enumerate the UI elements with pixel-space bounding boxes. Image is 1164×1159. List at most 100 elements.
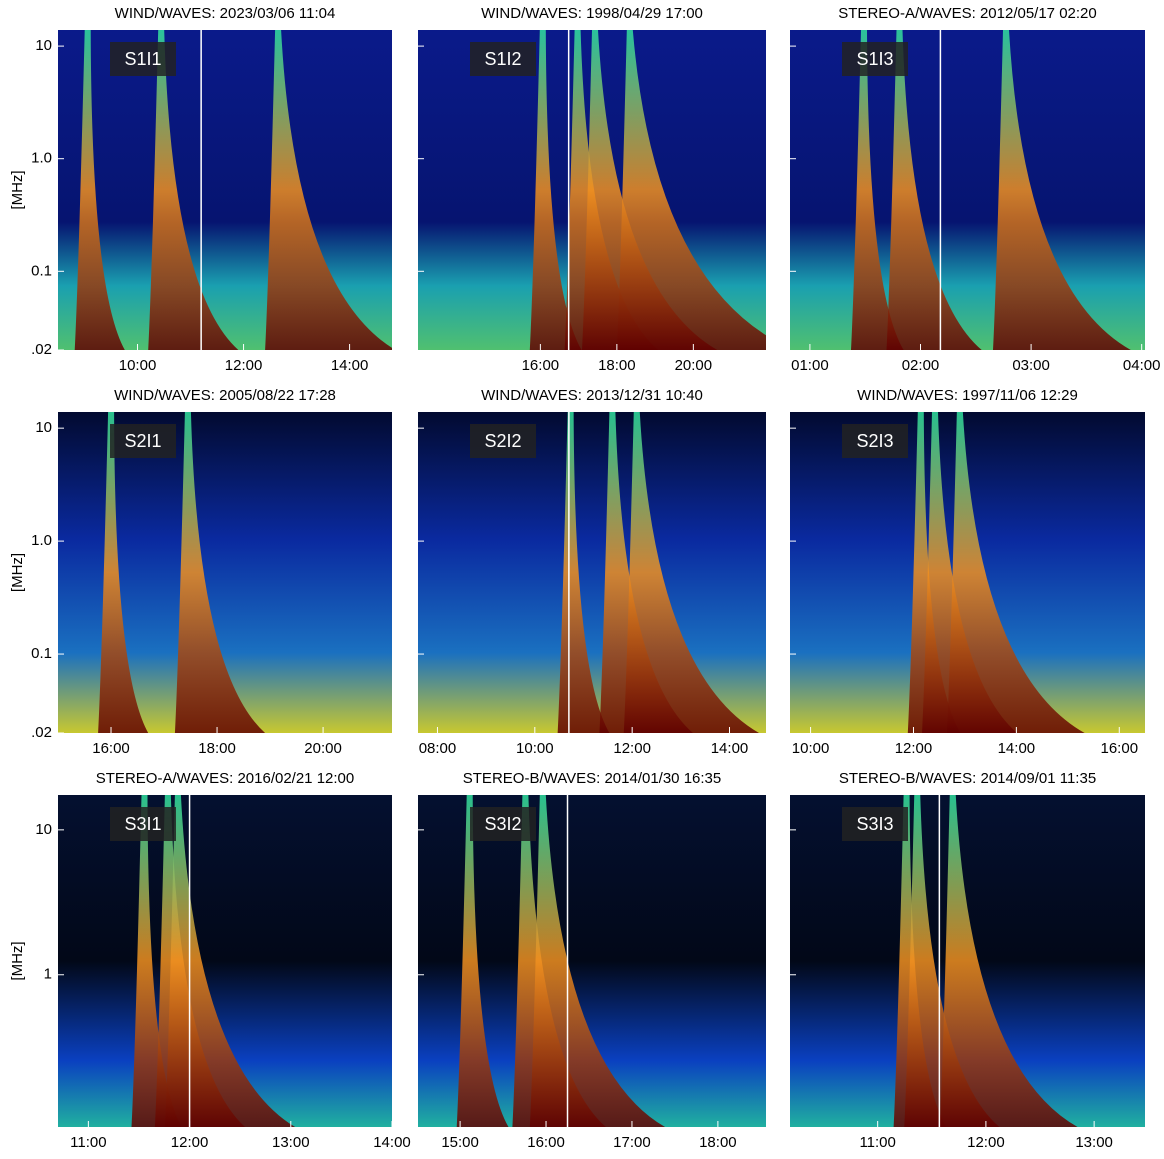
burst [74, 30, 125, 350]
spectrogram-image [790, 412, 1145, 733]
burst [529, 795, 666, 1127]
y-tick-label: 1.0 [31, 532, 52, 549]
x-tick-label: 12:00 [171, 1134, 209, 1151]
y-tick-label: .02 [31, 724, 52, 741]
y-axis-label: [MHz] [9, 941, 26, 980]
x-tick-label: 01:00 [791, 357, 829, 374]
burst [174, 412, 266, 733]
x-tick-label: 18:00 [699, 1134, 737, 1151]
burst [148, 30, 239, 350]
annotation-box [842, 424, 908, 458]
x-tick-label: 14:00 [373, 1134, 411, 1151]
panel: STEREO-B/WAVES: 2014/01/30 16:35 S3I2 15:0… [418, 770, 766, 1151]
x-tick-label: 14:00 [998, 740, 1036, 757]
x-tick-label: 04:00 [1123, 357, 1161, 374]
panel-title: STEREO-B/WAVES: 2014/09/01 11:35 [839, 770, 1096, 787]
burst [456, 795, 509, 1127]
burst [993, 30, 1131, 350]
spectrogram-image [790, 30, 1145, 350]
panel-title: STEREO-B/WAVES: 2014/01/30 16:35 [463, 770, 721, 787]
x-tick-label: 18:00 [598, 357, 636, 374]
burst [616, 30, 766, 350]
x-tick-label: 10:00 [516, 740, 554, 757]
annotation: S3I1 [124, 814, 161, 834]
spectrogram-image [58, 795, 392, 1127]
x-tick-label: 11:00 [70, 1134, 106, 1151]
x-tick-label: 02:00 [902, 357, 940, 374]
background [790, 30, 1145, 350]
x-tick-label: 16:00 [527, 1134, 565, 1151]
burst [851, 30, 904, 350]
burst [886, 30, 982, 350]
annotation-box [470, 424, 536, 458]
x-tick-label: 15:00 [441, 1134, 479, 1151]
burst [904, 795, 1000, 1127]
x-tick-label: 20:00 [675, 357, 713, 374]
x-tick-label: 20:00 [304, 740, 342, 757]
x-tick-label: 12:00 [225, 357, 263, 374]
x-tick-label: 03:00 [1012, 357, 1050, 374]
panel: WIND/WAVES: 2023/03/06 11:04 S1I1 10:00 12:… [9, 5, 392, 374]
y-tick-label: 0.1 [31, 645, 52, 662]
x-tick-label: 10:00 [792, 740, 830, 757]
panel-title: WIND/WAVES: 2023/03/06 11:04 [115, 5, 336, 22]
x-tick-label: 16:00 [522, 357, 560, 374]
annotation-box [842, 807, 908, 841]
burst [131, 795, 182, 1127]
burst [907, 412, 961, 733]
x-tick-label: 17:00 [613, 1134, 651, 1151]
x-tick-label: 12:00 [613, 740, 651, 757]
x-tick-label: 16:00 [92, 740, 130, 757]
annotation-box [110, 42, 176, 76]
spectrogram-image [58, 412, 392, 733]
annotation: S3I2 [484, 814, 521, 834]
panel: STEREO-A/WAVES: 2016/02/21 12:00 S3I1 11:0… [9, 770, 411, 1151]
x-tick-label: 08:00 [419, 740, 457, 757]
annotation-box [470, 807, 536, 841]
burst [939, 795, 1078, 1127]
annotation-box [842, 42, 908, 76]
panel-title: STEREO-A/WAVES: 2016/02/21 12:00 [96, 770, 354, 787]
spectrogram-image [58, 30, 392, 350]
panel-title: WIND/WAVES: 1998/04/29 17:00 [481, 5, 703, 22]
burst [922, 412, 1018, 733]
panel: WIND/WAVES: 1997/11/06 12:29 S2I3 10:00 12:… [790, 387, 1145, 757]
annotation-box [470, 42, 536, 76]
x-tick-label: 18:00 [198, 740, 236, 757]
annotation: S1I3 [856, 49, 893, 69]
panel: WIND/WAVES: 2005/08/22 17:28 S2I1 16:00 18:… [9, 387, 392, 757]
panel: WIND/WAVES: 2013/12/31 10:40 S2I2 08:00 10:… [418, 387, 766, 757]
y-tick-label: 1 [44, 966, 52, 983]
annotation: S1I2 [484, 49, 521, 69]
x-tick-label: 11:00 [859, 1134, 895, 1151]
panel: STEREO-A/WAVES: 2012/05/17 02:20 S1I3 01:0… [790, 5, 1160, 374]
x-tick-label: 16:00 [1101, 740, 1139, 757]
annotation-box [110, 424, 176, 458]
y-tick-label: 1.0 [31, 150, 52, 167]
spectrogram-image [790, 795, 1145, 1127]
spectrogram-image [418, 30, 766, 350]
annotation: S2I1 [124, 431, 161, 451]
burst [893, 795, 947, 1127]
y-tick-label: 10 [35, 821, 52, 838]
x-tick-label: 14:00 [331, 357, 369, 374]
burst [582, 30, 718, 350]
annotation: S1I1 [124, 49, 161, 69]
burst [164, 795, 296, 1127]
annotation-box [110, 807, 176, 841]
burst [557, 412, 610, 733]
x-tick-label: 14:00 [711, 740, 749, 757]
burst [98, 412, 149, 733]
burst [623, 412, 760, 733]
y-tick-label: 10 [35, 37, 52, 54]
y-tick-label: .02 [31, 341, 52, 358]
annotation: S2I2 [484, 431, 521, 451]
x-tick-label: 12:00 [967, 1134, 1005, 1151]
burst [265, 30, 392, 350]
panel: WIND/WAVES: 1998/04/29 17:00 S1I2 16:00 18:… [418, 5, 766, 374]
y-tick-label: 0.1 [31, 262, 52, 279]
x-tick-label: 13:00 [1075, 1134, 1113, 1151]
x-tick-label: 10:00 [119, 357, 157, 374]
y-tick-label: 10 [35, 419, 52, 436]
